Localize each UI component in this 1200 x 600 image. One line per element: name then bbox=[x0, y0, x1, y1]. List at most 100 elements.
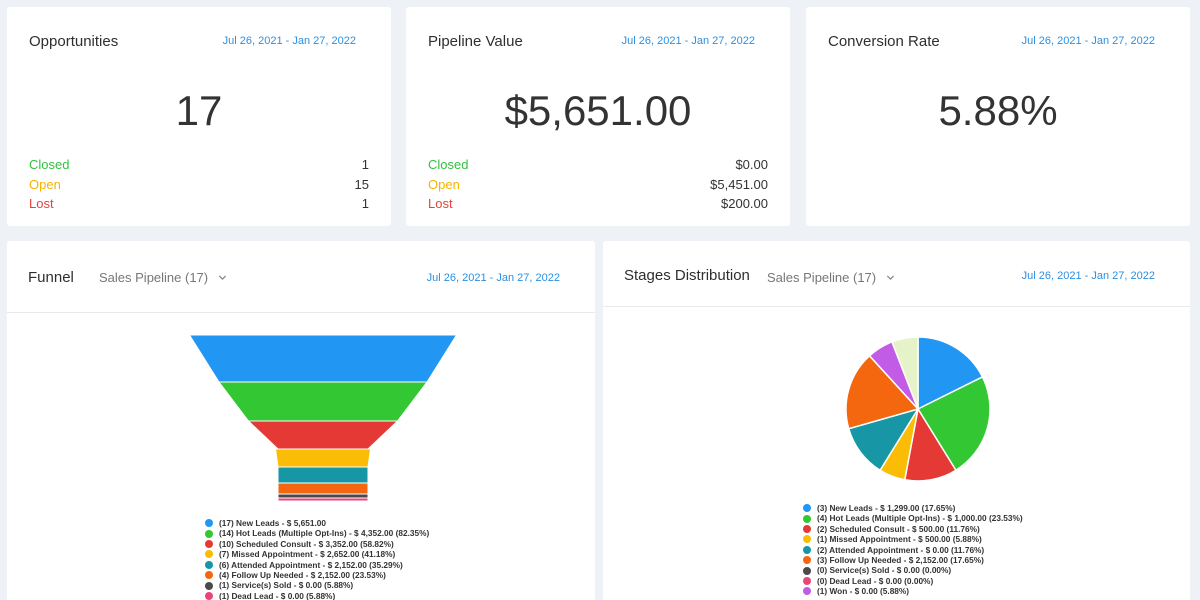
open-value: $5,451.00 bbox=[710, 176, 768, 192]
legend-label: (17) New Leads - $ 5,651.00 bbox=[219, 518, 326, 528]
funnel-legend: (17) New Leads - $ 5,651.00 (14) Hot Lead… bbox=[205, 518, 429, 600]
legend-label: (3) New Leads - $ 1,299.00 (17.65%) bbox=[817, 503, 956, 513]
legend-swatch bbox=[205, 539, 213, 548]
pipeline-value-title: Pipeline Value bbox=[428, 33, 523, 50]
lost-label: Lost bbox=[428, 196, 453, 211]
stages-legend-item[interactable]: (1) Won - $ 0.00 (5.88%) bbox=[803, 586, 1023, 596]
legend-swatch bbox=[803, 566, 811, 575]
opportunities-title: Opportunities bbox=[29, 33, 119, 50]
open-row: Open $5,451.00 bbox=[428, 175, 768, 195]
stages-legend: (3) New Leads - $ 1,299.00 (17.65%) (4) H… bbox=[803, 503, 1023, 597]
pie-slice-1[interactable] bbox=[917, 336, 984, 411]
opportunities-date-range[interactable]: Jul 26, 2021 - Jan 27, 2022 bbox=[222, 35, 356, 47]
legend-swatch bbox=[803, 576, 811, 585]
lost-row: Lost 1 bbox=[29, 194, 369, 214]
legend-label: (3) Follow Up Needed - $ 2,152.00 (17.65… bbox=[817, 554, 984, 565]
conversion-rate-date-range[interactable]: Jul 26, 2021 - Jan 27, 2022 bbox=[1021, 35, 1155, 47]
funnel-legend-item[interactable]: (17) New Leads - $ 5,651.00 bbox=[205, 518, 429, 528]
stages-date-range[interactable]: Jul 26, 2021 - Jan 27, 2022 bbox=[1021, 270, 1155, 282]
pie-slice-6[interactable] bbox=[845, 354, 920, 430]
legend-label: (4) Hot Leads (Multiple Opt-Ins) - $ 1,0… bbox=[817, 513, 1023, 524]
funnel-segment-5[interactable] bbox=[277, 466, 369, 484]
stages-pipeline-select[interactable]: Sales Pipeline (17) bbox=[767, 270, 895, 285]
stages-legend-item[interactable]: (3) Follow Up Needed - $ 2,152.00 (17.65… bbox=[803, 555, 1023, 565]
pipeline-value-card: Pipeline Value Jul 26, 2021 - Jan 27, 20… bbox=[406, 7, 790, 226]
funnel-segment-6[interactable] bbox=[277, 482, 369, 495]
closed-value: $0.00 bbox=[735, 157, 768, 172]
funnel-pipeline-select-label: Sales Pipeline (17) bbox=[99, 270, 209, 285]
stages-legend-item[interactable]: (3) New Leads - $ 1,299.00 (17.65%) bbox=[803, 503, 1023, 513]
funnel-segment-8[interactable] bbox=[277, 497, 369, 502]
legend-swatch bbox=[803, 524, 811, 533]
closed-row: Closed $0.00 bbox=[428, 155, 768, 175]
legend-swatch bbox=[205, 529, 213, 538]
closed-row: Closed 1 bbox=[29, 155, 369, 175]
pipeline-value-amount: $5,651.00 bbox=[504, 87, 692, 134]
legend-swatch bbox=[803, 535, 811, 544]
legend-label: (7) Missed Appointment - $ 2,652.00 (41.… bbox=[219, 549, 396, 560]
pipeline-value-date-range[interactable]: Jul 26, 2021 - Jan 27, 2022 bbox=[621, 35, 755, 47]
opportunities-card: Opportunities Jul 26, 2021 - Jan 27, 202… bbox=[7, 7, 391, 226]
conversion-rate-title: Conversion Rate bbox=[828, 33, 940, 50]
chevron-down-icon bbox=[219, 275, 227, 281]
legend-label: (14) Hot Leads (Multiple Opt-Ins) - $ 4,… bbox=[219, 528, 430, 539]
stages-pie-chart bbox=[845, 336, 991, 482]
legend-label: (4) Follow Up Needed - $ 2,152.00 (23.53… bbox=[219, 569, 386, 580]
funnel-segment-3[interactable] bbox=[247, 420, 399, 450]
closed-value: 1 bbox=[361, 157, 369, 172]
legend-label: (1) Service(s) Sold - $ 0.00 (5.88%) bbox=[219, 580, 354, 591]
legend-swatch bbox=[205, 571, 213, 580]
legend-swatch bbox=[803, 504, 811, 513]
lost-value: $200.00 bbox=[721, 196, 768, 211]
funnel-legend-item[interactable]: (1) Service(s) Sold - $ 0.00 (5.88%) bbox=[205, 580, 429, 590]
funnel-legend-item[interactable]: (6) Attended Appointment - $ 2,152.00 (3… bbox=[205, 560, 429, 570]
legend-swatch bbox=[803, 556, 811, 565]
open-row: Open 15 bbox=[29, 175, 369, 195]
legend-swatch bbox=[803, 545, 811, 554]
legend-swatch bbox=[205, 591, 213, 600]
stages-legend-item[interactable]: (0) Dead Lead - $ 0.00 (0.00%) bbox=[803, 576, 1023, 586]
legend-swatch bbox=[803, 514, 811, 523]
stages-header-divider bbox=[603, 306, 1190, 307]
chevron-down-icon bbox=[887, 275, 895, 281]
funnel-segment-2[interactable] bbox=[217, 381, 429, 422]
pipeline-value-breakdown: Closed $0.00 Open $5,451.00 Lost $200.00 bbox=[428, 155, 768, 214]
legend-label: (1) Dead Lead - $ 0.00 (5.88%) bbox=[219, 590, 336, 600]
legend-label: (6) Attended Appointment - $ 2,152.00 (3… bbox=[219, 559, 403, 570]
funnel-legend-item[interactable]: (7) Missed Appointment - $ 2,652.00 (41.… bbox=[205, 549, 429, 559]
conversion-rate-card: Conversion Rate Jul 26, 2021 - Jan 27, 2… bbox=[806, 7, 1190, 226]
funnel-legend-item[interactable]: (4) Follow Up Needed - $ 2,152.00 (23.53… bbox=[205, 570, 429, 580]
closed-label: Closed bbox=[428, 157, 469, 172]
legend-label: (2) Attended Appointment - $ 0.00 (11.76… bbox=[817, 544, 985, 555]
legend-label: (1) Missed Appointment - $ 500.00 (5.88%… bbox=[817, 534, 982, 545]
pie-slice-2[interactable] bbox=[916, 375, 991, 472]
stages-title: Stages Distribution bbox=[624, 267, 750, 284]
stages-legend-item[interactable]: (1) Missed Appointment - $ 500.00 (5.88%… bbox=[803, 534, 1023, 544]
funnel-segment-7[interactable] bbox=[277, 493, 369, 499]
open-label: Open bbox=[428, 176, 460, 192]
opportunities-breakdown: Closed 1 Open 15 Lost 1 bbox=[29, 155, 369, 214]
stages-legend-item[interactable]: (2) Attended Appointment - $ 0.00 (11.76… bbox=[803, 545, 1023, 555]
funnel-segment-1[interactable] bbox=[188, 334, 458, 383]
stages-legend-item[interactable]: (4) Hot Leads (Multiple Opt-Ins) - $ 1,0… bbox=[803, 513, 1023, 523]
funnel-chart bbox=[188, 334, 458, 502]
legend-swatch bbox=[205, 560, 213, 569]
stages-pipeline-select-label: Sales Pipeline (17) bbox=[767, 270, 877, 285]
pie-slice-8[interactable] bbox=[891, 336, 919, 410]
opportunities-count: 17 bbox=[175, 87, 223, 134]
funnel-date-range[interactable]: Jul 26, 2021 - Jan 27, 2022 bbox=[426, 272, 560, 284]
funnel-legend-item[interactable]: (1) Dead Lead - $ 0.00 (5.88%) bbox=[205, 591, 429, 600]
funnel-pipeline-select[interactable]: Sales Pipeline (17) bbox=[99, 270, 227, 285]
funnel-card: Funnel Sales Pipeline (17) Jul 26, 2021 … bbox=[7, 241, 595, 600]
funnel-legend-item[interactable]: (14) Hot Leads (Multiple Opt-Ins) - $ 4,… bbox=[205, 528, 429, 538]
stages-legend-item[interactable]: (0) Service(s) Sold - $ 0.00 (0.00%) bbox=[803, 565, 1023, 575]
stages-legend-item[interactable]: (2) Scheduled Consult - $ 500.00 (11.76%… bbox=[803, 524, 1023, 534]
legend-swatch bbox=[205, 550, 213, 559]
funnel-segment-4[interactable] bbox=[274, 448, 372, 468]
funnel-header-divider bbox=[7, 312, 595, 313]
funnel-legend-item[interactable]: (10) Scheduled Consult - $ 3,352.00 (58.… bbox=[205, 539, 429, 549]
stages-distribution-card: Stages Distribution Sales Pipeline (17) … bbox=[603, 241, 1190, 600]
closed-label: Closed bbox=[29, 157, 70, 172]
legend-label: (2) Scheduled Consult - $ 500.00 (11.76%… bbox=[817, 523, 980, 534]
legend-label: (0) Service(s) Sold - $ 0.00 (0.00%) bbox=[817, 565, 952, 576]
